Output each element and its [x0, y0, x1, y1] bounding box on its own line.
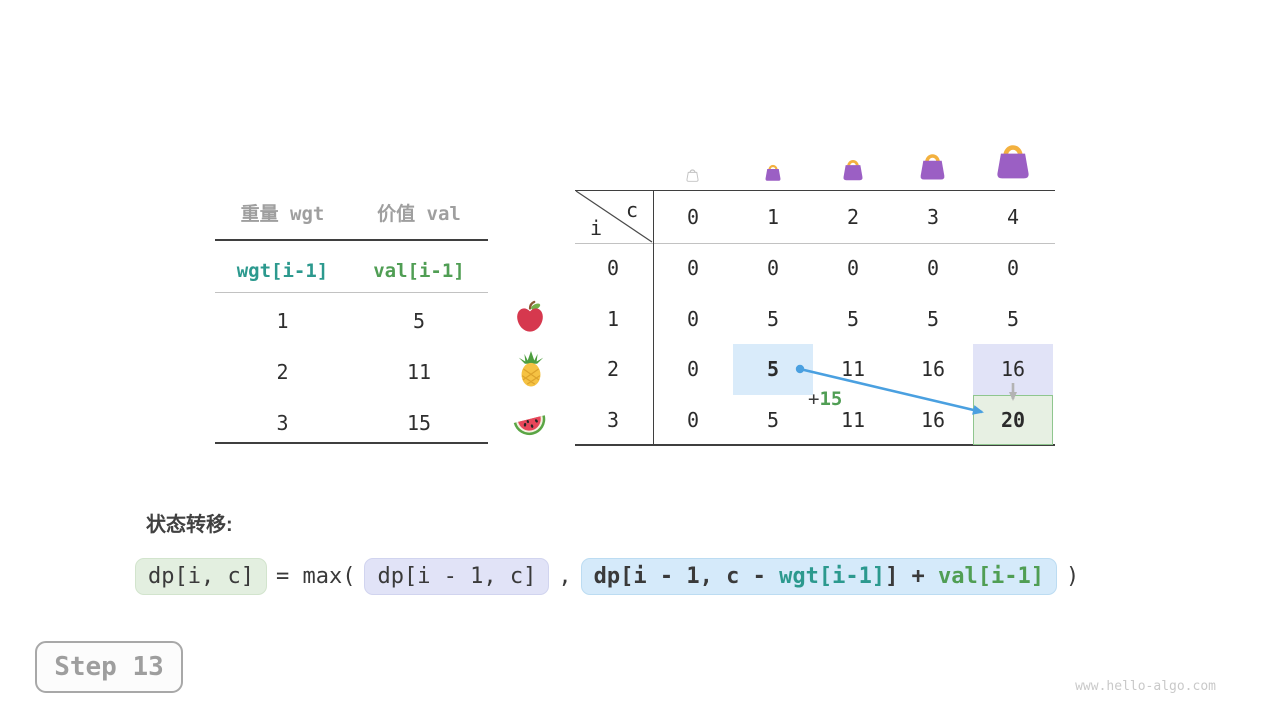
items-formula-wgt: wgt[i-1] [236, 260, 329, 282]
formula-comma: , [558, 564, 572, 589]
dp-table-rule-top [575, 189, 1055, 192]
dp-cell: 0 [686, 306, 700, 331]
formula-equals-max: = max( [275, 564, 356, 589]
transition-label: 状态转移: [146, 514, 233, 536]
pineapple-icon [514, 350, 548, 392]
dp-row-label: 1 [606, 306, 620, 331]
dp-table-rule-bottom [575, 444, 1055, 446]
dp-cell: 0 [686, 256, 700, 281]
formula-arg2-val: val[i-1] [938, 564, 1045, 589]
items-table-rule-mid [215, 292, 488, 293]
items-formula-val: val[i-1] [373, 260, 465, 282]
highlight-result-cell [973, 394, 1053, 445]
item-value: 11 [406, 360, 432, 384]
dp-row-label: 0 [606, 256, 620, 281]
item-weight: 1 [276, 309, 289, 333]
dp-cell: 0 [926, 256, 940, 281]
formula-arg2-plus: ] + [885, 564, 939, 589]
dp-row-label: 2 [606, 357, 620, 382]
bag-icon-capacity-1 [762, 161, 784, 187]
dp-table-rule-vertical [652, 189, 655, 446]
bag-icon-capacity-0 [684, 166, 701, 187]
item-value: 15 [406, 411, 432, 435]
transfer-annotation: +15 [808, 388, 842, 410]
item-weight: 3 [276, 411, 289, 435]
transition-formula: dp[i, c] = max( dp[i - 1, c] , dp[i - 1,… [135, 558, 1079, 595]
dp-table-rule-header [575, 242, 1055, 244]
formula-arg1: dp[i - 1, c] [364, 558, 550, 595]
item-value: 5 [412, 309, 426, 333]
dp-col-header: 2 [846, 204, 860, 229]
dp-cell-compare: 16 [1000, 357, 1026, 382]
formula-arg2-wgt: wgt[i-1] [779, 564, 886, 589]
apple-icon [513, 300, 547, 338]
dp-cell: 5 [766, 407, 780, 432]
dp-corner-col-var: c [626, 198, 639, 222]
dp-cell: 16 [920, 357, 946, 382]
dp-col-header: 3 [926, 204, 940, 229]
formula-lhs: dp[i, c] [135, 558, 267, 595]
watermelon-icon [512, 404, 548, 444]
dp-cell: 5 [926, 306, 940, 331]
dp-cell: 0 [1006, 256, 1020, 281]
items-header-weight: 重量 wgt [240, 203, 325, 225]
dp-cell: 0 [686, 357, 700, 382]
annotation-plus: + [808, 388, 820, 410]
dp-cell: 0 [846, 256, 860, 281]
formula-close-paren: ) [1066, 564, 1080, 589]
dp-cell: 5 [846, 306, 860, 331]
item-weight: 2 [276, 360, 289, 384]
bag-icon-capacity-4 [990, 137, 1036, 187]
dp-cell: 0 [686, 407, 700, 432]
dp-cell: 0 [766, 256, 780, 281]
dp-corner-row-var: i [590, 216, 603, 240]
dp-col-header: 4 [1006, 204, 1020, 229]
dp-cell-result: 20 [1000, 407, 1026, 432]
step-badge: Step 13 [35, 641, 183, 693]
dp-cell: 16 [920, 407, 946, 432]
dp-cell: 5 [1006, 306, 1020, 331]
watermark: www.hello-algo.com [1075, 679, 1216, 694]
bag-icon-capacity-2 [839, 155, 867, 187]
bag-icon-capacity-3 [915, 148, 950, 187]
dp-cell-source: 5 [766, 357, 780, 382]
dp-corner-diagonal [575, 190, 653, 243]
dp-col-header: 1 [766, 204, 780, 229]
items-header-value: 价值 val [377, 203, 461, 225]
dp-cell: 11 [840, 357, 866, 382]
annotation-value: 15 [819, 388, 843, 410]
items-table-rule-bottom [215, 442, 488, 444]
dp-row-label: 3 [606, 407, 620, 432]
formula-arg2-dp: dp[i - 1, c - [593, 564, 780, 589]
items-table-rule-top [215, 239, 488, 241]
dp-col-header: 0 [686, 204, 700, 229]
formula-arg2: dp[i - 1, c - wgt[i-1]] + val[i-1] [580, 558, 1058, 595]
dp-cell: 5 [766, 306, 780, 331]
